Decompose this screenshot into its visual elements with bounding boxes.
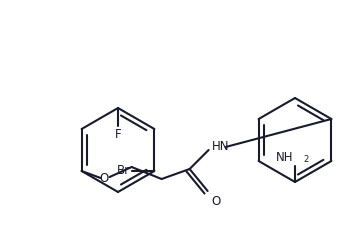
Text: HN: HN — [211, 140, 229, 153]
Text: O: O — [99, 173, 108, 185]
Text: O: O — [211, 195, 221, 208]
Text: F: F — [115, 128, 121, 141]
Text: Br: Br — [117, 164, 130, 177]
Text: 2: 2 — [303, 155, 308, 164]
Text: NH: NH — [276, 151, 293, 164]
